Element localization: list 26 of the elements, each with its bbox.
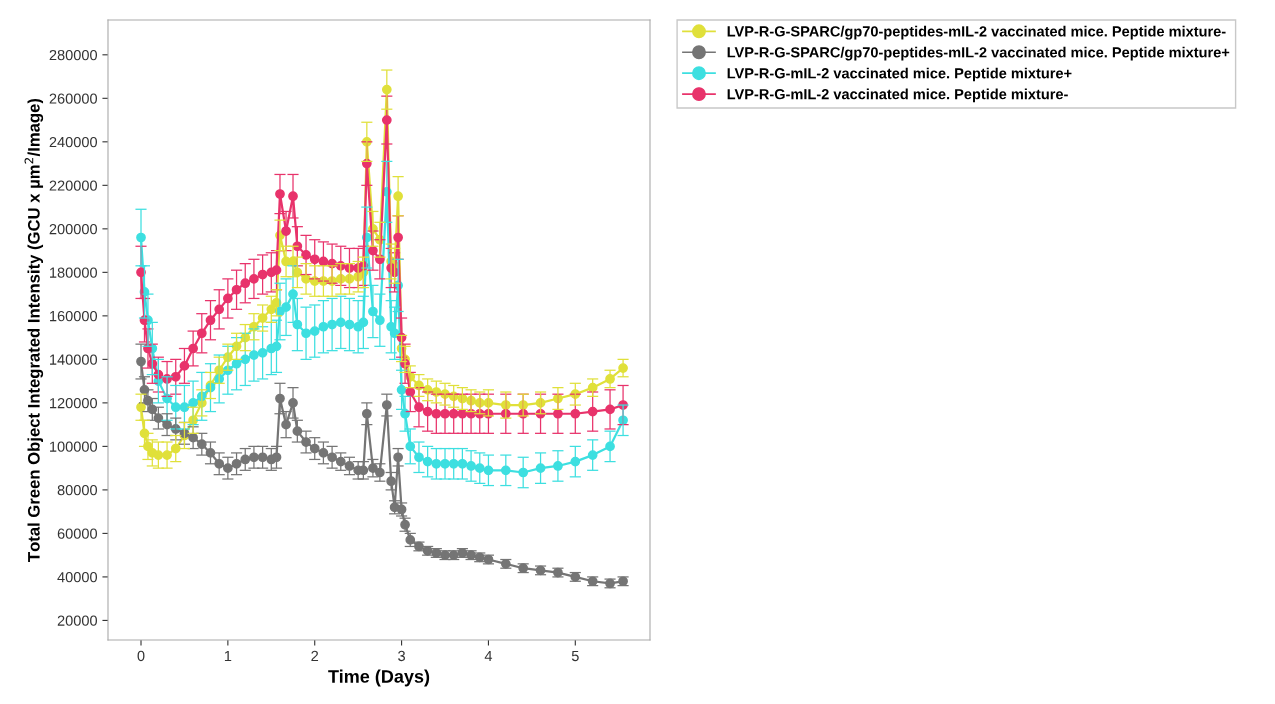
x-tick-label: 4 bbox=[484, 650, 493, 661]
y-tick-label: 240000 bbox=[49, 136, 98, 148]
y-tick-label: 220000 bbox=[49, 180, 98, 191]
y-tick-label: 120000 bbox=[50, 397, 98, 409]
y-tick-label: 200000 bbox=[49, 223, 98, 235]
x-tick-label: 2 bbox=[311, 650, 319, 661]
y-tick-label: 40000 bbox=[57, 572, 98, 583]
y-tick-label: 140000 bbox=[50, 354, 98, 365]
legend-label: LVP-R-G-SPARC/gp70-peptides-mIL-2 vaccinated mice. Peptide mixture- bbox=[727, 25, 1226, 40]
y-axis-title: Total Green Object Integrated Intensity (GCU x µm$^{2}$/Image) bbox=[24, 98, 44, 562]
x-tick-label: 1 bbox=[224, 650, 232, 661]
x-tick-label: 0 bbox=[137, 650, 145, 662]
y-tick-label: 180000 bbox=[50, 267, 98, 278]
legend-label: LVP-R-G-mIL-2 vaccinated mice. Peptide mixture+ bbox=[727, 67, 1072, 82]
y-tick-label: 80000 bbox=[57, 485, 98, 496]
y-tick-label: 280000 bbox=[49, 49, 98, 61]
x-axis-title: Time (Days) bbox=[328, 669, 430, 687]
x-tick-label: 5 bbox=[571, 650, 579, 662]
y-tick-label: 260000 bbox=[49, 93, 98, 104]
x-tick-label: 3 bbox=[398, 650, 405, 662]
y-tick-label: 20000 bbox=[57, 615, 98, 626]
legend-label: LVP-R-G-SPARC/gp70-peptides-mIL-2 vaccinated mice. Peptide mixture+ bbox=[727, 46, 1230, 61]
legend-label: LVP-R-G-mIL-2 vaccinated mice. Peptide mixture- bbox=[727, 88, 1068, 103]
y-tick-label: 160000 bbox=[50, 310, 98, 322]
y-tick-label: 60000 bbox=[57, 528, 98, 539]
y-tick-label: 100000 bbox=[50, 441, 98, 452]
